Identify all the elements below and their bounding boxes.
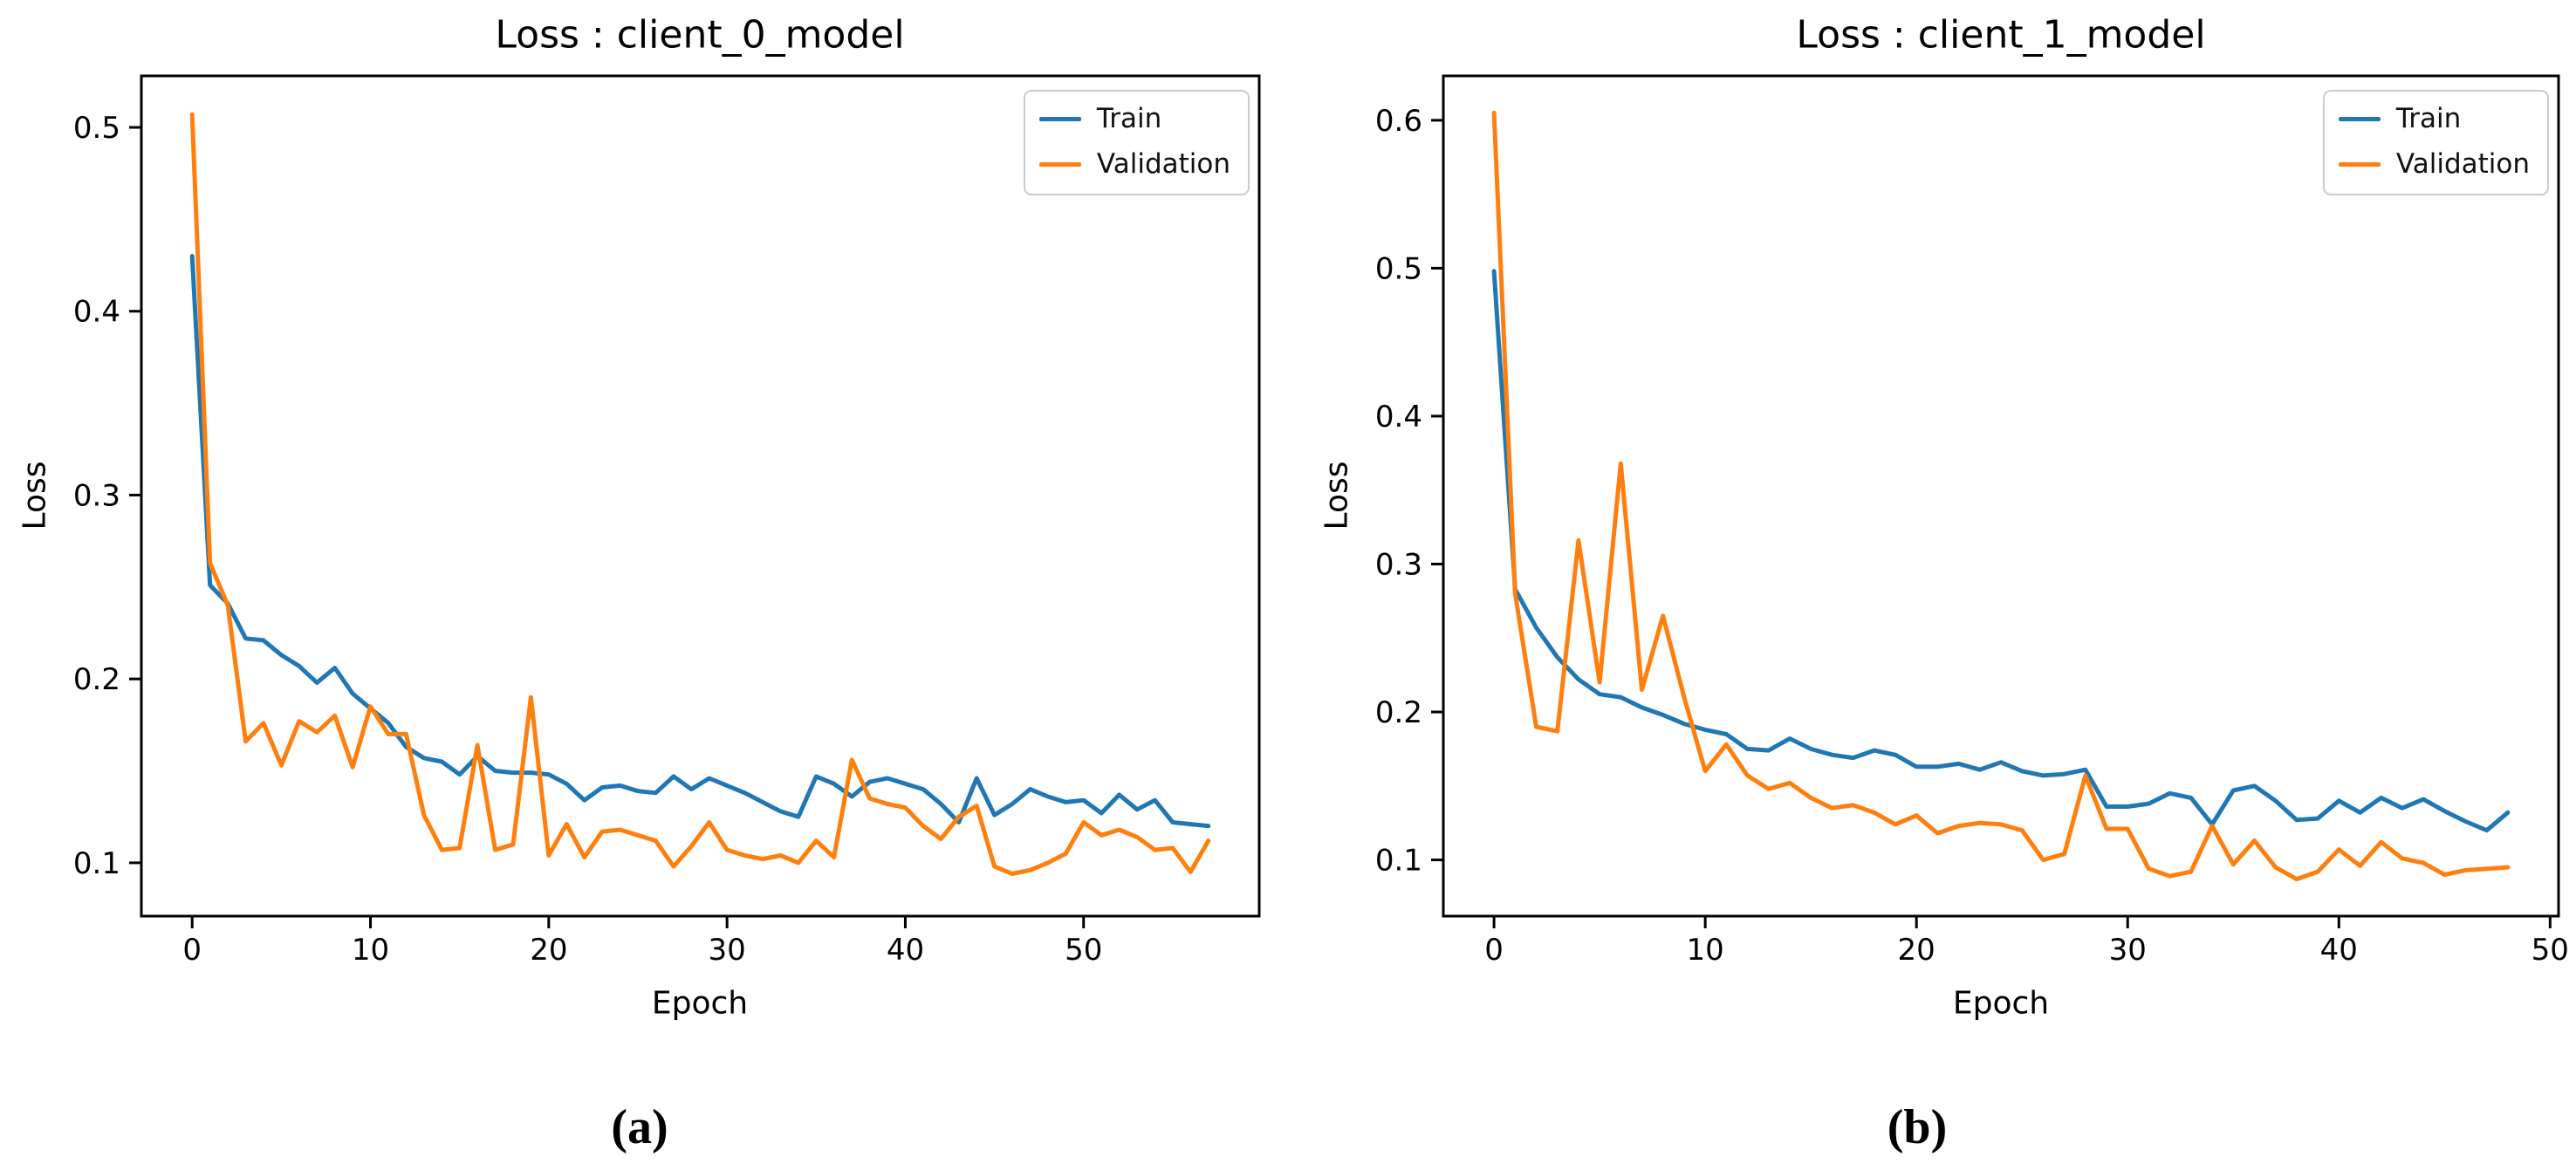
plot-box: [1442, 74, 2560, 918]
train-line-swatch: [1038, 117, 1081, 122]
y-tick-label: 0.2: [73, 662, 120, 697]
x-tick-label: 20: [530, 933, 567, 968]
train-line-swatch: [2338, 117, 2381, 122]
legend-left-chart: Train Validation: [1023, 90, 1250, 196]
x-tick-label: 10: [1687, 933, 1724, 968]
y-tick-label: 0.4: [1375, 400, 1422, 434]
plot-box: [140, 74, 1261, 918]
chart-title-client-0: Loss : client_0_model: [495, 12, 905, 58]
y-tick-label: 0.5: [73, 111, 120, 146]
y-tick-label: 0.1: [73, 846, 120, 881]
y-axis-label-left: Loss: [17, 461, 53, 530]
x-tick-label: 50: [2531, 933, 2569, 968]
x-axis-label-left: Epoch: [651, 985, 749, 1022]
validation-line-swatch: [1038, 161, 1081, 167]
x-tick-label: 0: [182, 933, 202, 968]
caption-a: (a): [611, 1100, 668, 1154]
series-line-validation: [189, 112, 1211, 876]
x-tick-label: 40: [2320, 933, 2358, 968]
x-axis-label-right: Epoch: [1952, 985, 2050, 1022]
legend-label-train: Train: [2395, 103, 2462, 134]
legend-right-chart: Train Validation: [2322, 90, 2549, 196]
legend-label-train: Train: [1096, 103, 1162, 134]
legend-label-validation: Validation: [1096, 147, 1230, 180]
x-tick-label: 10: [352, 933, 389, 968]
y-axis-label-right: Loss: [1319, 461, 1355, 530]
series-line-train: [1491, 269, 2511, 833]
y-tick-label: 0.1: [1375, 844, 1422, 879]
legend-entry-validation: Validation: [2338, 147, 2530, 181]
x-tick-label: 0: [1484, 933, 1504, 968]
x-tick-label: 50: [1065, 933, 1102, 968]
x-tick-label: 30: [2109, 933, 2147, 968]
y-tick-label: 0.2: [1375, 695, 1422, 730]
chart-title-client-1: Loss : client_1_model: [1796, 12, 2206, 58]
legend-entry-train: Train: [1038, 103, 1230, 135]
x-tick-label: 20: [1898, 933, 1935, 968]
y-tick-label: 0.5: [1375, 251, 1422, 286]
legend-entry-validation: Validation: [1038, 147, 1230, 181]
series-line-train: [189, 254, 1211, 829]
y-tick-label: 0.6: [1375, 104, 1422, 139]
x-tick-label: 30: [709, 933, 746, 968]
y-tick-label: 0.4: [73, 295, 120, 330]
y-tick-label: 0.3: [1375, 547, 1422, 582]
legend-entry-train: Train: [2338, 103, 2530, 135]
legend-label-validation: Validation: [2395, 147, 2530, 180]
validation-line-swatch: [2338, 161, 2381, 167]
caption-b: (b): [1887, 1100, 1948, 1154]
y-tick-label: 0.3: [73, 478, 120, 513]
series-line-validation: [1491, 110, 2511, 882]
x-tick-label: 40: [887, 933, 924, 968]
axes-1: 0 10 20 30 40 50 0.1 0.2 0.3 0.4 0.5 0.6: [1375, 74, 2569, 968]
axes-0: 0 10 20 30 40 50 0.1 0.2 0.3 0.4 0.5: [73, 74, 1261, 968]
